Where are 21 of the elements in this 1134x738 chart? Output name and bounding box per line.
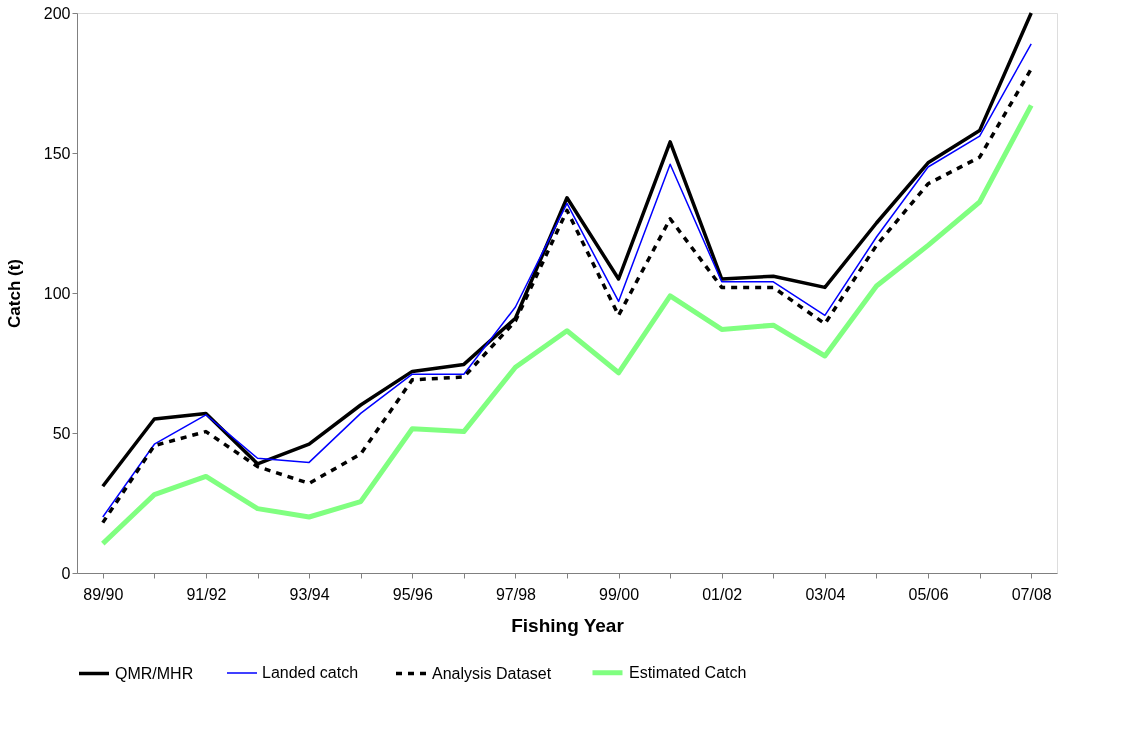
y-tick-label: 100 [43, 284, 71, 302]
x-tick-label: 03/04 [805, 585, 846, 603]
y-axis-title: Catch (t) [4, 259, 24, 328]
x-tick-label: 05/06 [908, 585, 949, 603]
x-tick-label: 99/00 [599, 585, 640, 603]
x-tick-label: 07/08 [1011, 585, 1052, 603]
x-tick-label: 97/98 [495, 585, 537, 603]
x-tick-label: 89/90 [83, 585, 124, 603]
legend-label: Estimated Catch [629, 663, 747, 681]
y-tick-label: 200 [43, 4, 71, 22]
y-tick-label: 150 [43, 144, 71, 162]
legend-label: Landed catch [262, 664, 359, 681]
legend-label: Analysis Dataset [432, 664, 552, 682]
y-tick-label: 0 [61, 564, 71, 582]
y-tick-label: 50 [52, 424, 71, 442]
x-tick-label: 93/94 [289, 585, 330, 603]
legend-label: QMR/MHR [115, 664, 194, 682]
x-tick-label: 95/96 [392, 585, 433, 603]
x-axis-title: Fishing Year [511, 614, 625, 636]
x-tick-label: 01/02 [702, 585, 743, 603]
x-tick-label: 91/92 [186, 585, 227, 603]
